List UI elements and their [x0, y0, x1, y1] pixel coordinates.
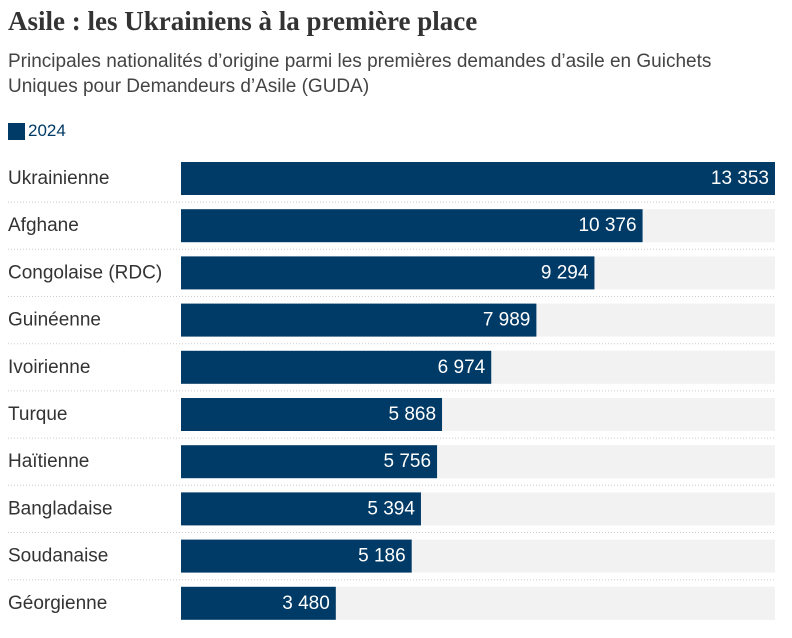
bar [181, 586, 336, 620]
bar-chart: Ukrainienne 13 353 Afghane 10 376 Congolaise… [8, 162, 775, 620]
category-label: Haïtienne [8, 451, 89, 472]
chart-title: Asile : les Ukrainiens à la première pla… [8, 6, 478, 36]
bar [181, 350, 492, 384]
value-label: 3 480 [282, 593, 330, 614]
value-label: 6 974 [438, 357, 486, 378]
bar-row: Ivoirienne 6 974 [8, 350, 775, 392]
bar-row: Haïtienne 5 756 [8, 445, 775, 486]
bar-row: Turque 5 868 [8, 398, 775, 439]
bar-row: Géorgienne 3 480 [8, 586, 775, 620]
category-label: Soudanaise [8, 546, 108, 567]
category-label: Turque [8, 404, 68, 425]
value-label: 13 353 [711, 168, 769, 189]
value-label: 5 868 [388, 404, 436, 425]
category-label: Guinéenne [8, 310, 101, 331]
legend: 2024 [8, 121, 66, 141]
category-label: Ivoirienne [8, 357, 90, 378]
value-label: 9 294 [541, 262, 589, 283]
legend-swatch [8, 122, 25, 140]
bar [181, 162, 775, 195]
bar [181, 256, 595, 290]
bar-row: Ukrainienne 13 353 [8, 162, 775, 203]
value-label: 7 989 [483, 310, 531, 331]
bar [181, 398, 443, 431]
value-label: 10 376 [578, 215, 636, 236]
value-label: 5 394 [367, 498, 415, 519]
bar-row: Guinéenne 7 989 [8, 303, 775, 345]
bar [181, 303, 537, 337]
bar [181, 209, 643, 243]
value-label: 5 186 [358, 546, 406, 567]
bar-row: Congolaise (RDC) 9 294 [8, 256, 775, 297]
bar [181, 492, 421, 526]
bar-row: Soudanaise 5 186 [8, 539, 775, 581]
category-label: Ukrainienne [8, 168, 109, 189]
category-label: Bangladaise [8, 498, 113, 519]
category-label: Afghane [8, 215, 79, 236]
bar-row: Bangladaise 5 394 [8, 492, 775, 533]
value-label: 5 756 [384, 451, 432, 472]
bar [181, 539, 412, 573]
category-label: Géorgienne [8, 593, 107, 614]
bar [181, 445, 438, 479]
category-label: Congolaise (RDC) [8, 262, 162, 283]
chart-subtitle: Principales nationalités d’origine parmi… [8, 51, 712, 97]
bar-row: Afghane 10 376 [8, 209, 775, 250]
legend-label: 2024 [28, 121, 66, 140]
